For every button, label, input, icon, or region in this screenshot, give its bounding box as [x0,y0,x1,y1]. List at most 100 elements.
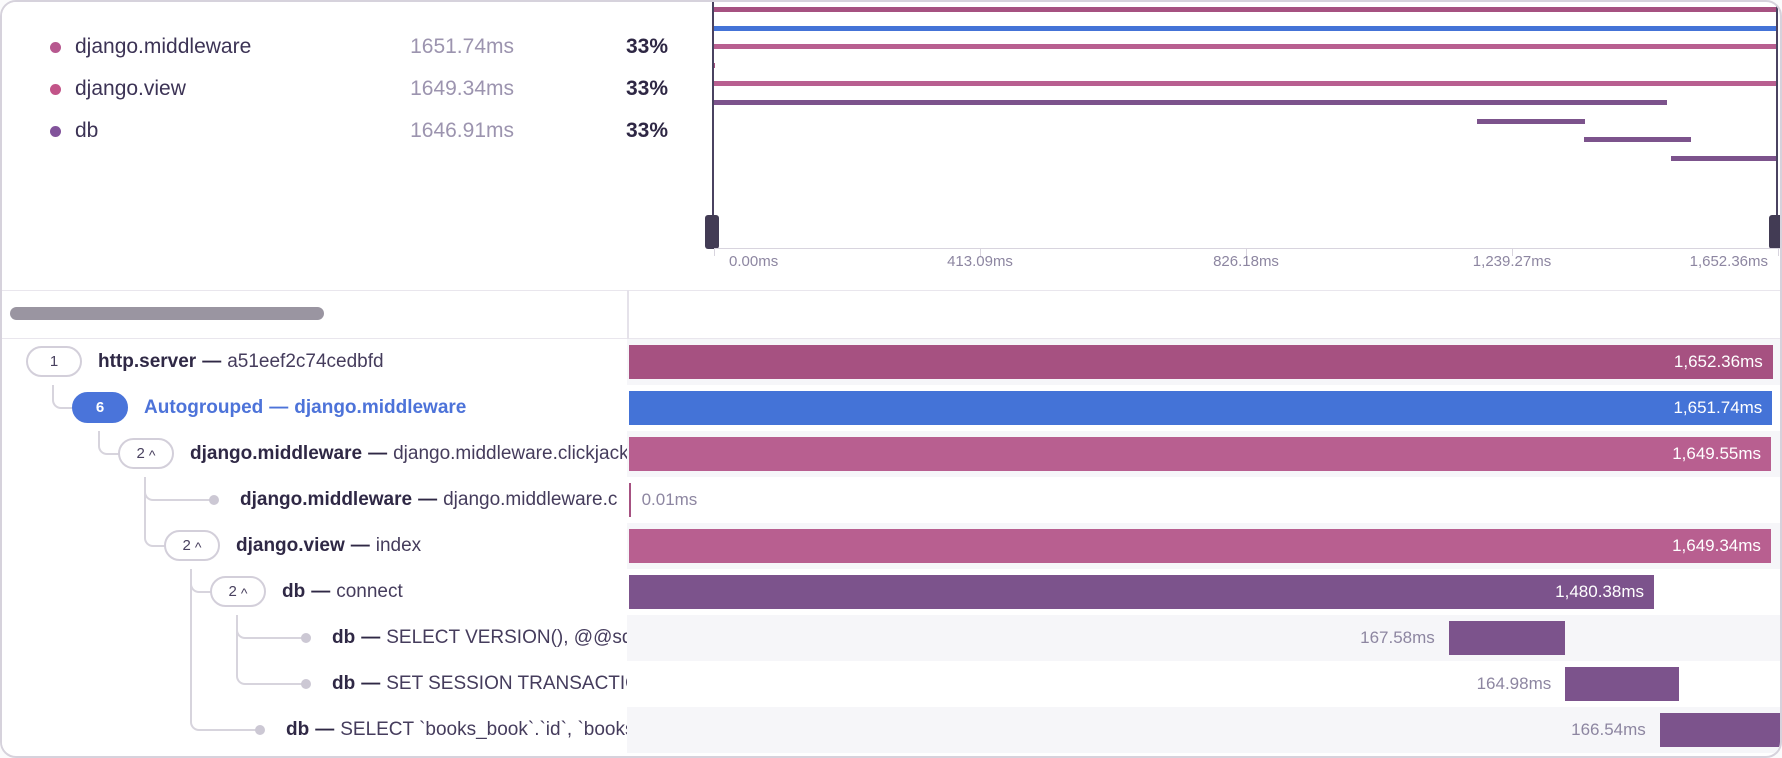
legend-color-dot [50,84,61,95]
tree-connector-elbow [144,523,168,547]
legend-duration-value: 1651.74ms [410,35,514,58]
minimap-right-handle[interactable] [1769,215,1780,249]
leaf-connector-dot [301,633,311,643]
span-text-part: django.middleware [240,489,413,510]
span-row[interactable]: 2 ^ django.middleware — django.middleware.cl… [2,431,1780,477]
legend-row: django.view 1649.34ms 33% [2,68,712,110]
span-text-part: http.server [98,351,197,372]
span-text-part: django.middleware.clickjacking [393,443,627,464]
pill-count: 6 [95,399,105,416]
span-bar-cell: 1,649.55ms [627,431,1780,477]
span-description: db — connect [282,569,403,615]
span-duration-label: 1,480.38ms [1555,582,1645,601]
span-duration-bar[interactable]: 1,651.74ms [629,391,1773,425]
span-row[interactable]: db — SELECT `books_book`.`id`, `books 166.5… [2,707,1780,753]
legend-op-label: db [75,119,99,142]
span-bar-cell: 164.98ms [627,661,1780,707]
span-duration-bar[interactable]: 1,652.36ms [629,345,1773,379]
span-text-part: — [311,581,331,602]
chevron-up-icon: ^ [148,447,156,463]
span-row[interactable]: django.middleware — django.middleware.c 0.0… [2,477,1780,523]
span-row[interactable]: 1 http.server — a51eef2c74cedbfd 1,652.36ms [2,339,1780,385]
tree-connector-line [190,569,192,615]
minimap-spans-canvas[interactable] [714,2,1778,182]
minimap-span-segment [1476,118,1585,124]
chevron-up-icon: ^ [240,585,248,601]
chevron-up-icon: ^ [194,539,202,555]
legend-percent-value: 33% [625,119,668,142]
pill-count: 1 [49,353,59,370]
span-text-part: SELECT VERSION(), @@sql_mode [386,627,627,648]
span-text-part: django.view [236,535,345,556]
expand-collapse-pill[interactable]: 2 ^ [164,530,220,561]
leaf-connector-dot [301,679,311,689]
span-count-pill[interactable]: 6 [72,392,128,423]
minimap-right-bound-line [1776,2,1778,249]
span-text-part: db [332,627,356,648]
span-duration-bar[interactable] [1448,621,1565,655]
span-text-part: — [368,443,388,464]
span-description: http.server — a51eef2c74cedbfd [98,339,384,385]
time-axis-tick [714,248,715,256]
span-text-part: django.middleware [294,397,467,418]
horizontal-scrollbar-thumb[interactable] [10,307,324,320]
span-count-pill[interactable]: 1 [26,346,82,377]
span-duration-label: 1,652.36ms [1673,352,1763,371]
leaf-connector-dot [255,725,265,735]
span-description: django.middleware — django.middleware.c [240,477,617,523]
span-row[interactable]: db—SELECT VERSION(), @@sql_mode 167.58ms [2,615,1780,661]
tree-connector-elbow [190,707,256,731]
span-text-part: django.middleware [190,443,363,464]
span-duration-bar[interactable] [629,483,631,517]
span-row[interactable]: 2 ^ django.view — index 1,649.34ms [2,523,1780,569]
span-row[interactable]: db — SET SESSION TRANSACTION 164.98ms [2,661,1780,707]
minimap-span-segment [714,81,1777,87]
minimap-span-segment [714,62,715,68]
tree-connector-elbow [236,615,302,639]
minimap-span-segment [714,44,1777,50]
time-axis-label: 0.00ms [729,253,779,270]
legend-color-dot [50,42,61,53]
span-tree-cell: 6 Autogrouped — django.middleware [2,385,627,431]
minimap-span-segment [1670,155,1778,161]
time-axis-tick [1246,248,1247,256]
span-text-part: index [375,535,422,556]
span-summary-panel: django.middleware 1651.74ms 33% django.view… [2,2,712,290]
span-bar-cell: 1,649.34ms [627,523,1780,569]
minimap-left-handle[interactable] [705,215,719,249]
span-text-part: — [315,719,335,740]
legend-percent-value: 33% [625,77,668,100]
span-duration-label: 166.54ms [1571,720,1646,739]
span-text-part: — [350,535,370,556]
span-duration-bar[interactable] [1659,713,1780,747]
expand-collapse-pill[interactable]: 2 ^ [210,576,266,607]
span-row[interactable]: 2 ^ db — connect 1,480.38ms [2,569,1780,615]
span-duration-label: 164.98ms [1476,674,1552,693]
legend-row: django.middleware 1651.74ms 33% [2,26,712,68]
tree-connector-elbow [236,661,302,685]
span-tree-cell: 2 ^ django.view — index [2,523,627,569]
span-duration-bar[interactable] [1565,667,1680,701]
time-axis-line [714,248,1780,249]
span-text-part: db [332,673,356,694]
span-text-part: — [202,351,222,372]
span-row[interactable]: 6 Autogrouped — django.middleware 1,651.74ms [2,385,1780,431]
span-duration-bar[interactable]: 1,649.55ms [629,437,1772,471]
legend-duration-value: 1646.91ms [410,119,514,142]
span-tree-cell: db—SELECT VERSION(), @@sql_mode [2,615,627,661]
tree-connector-elbow [52,385,76,409]
legend-row: db 1646.91ms 33% [2,110,712,152]
span-bar-cell: 166.54ms [627,707,1780,753]
pill-count: 2 [136,445,145,462]
span-duration-bar[interactable]: 1,649.34ms [629,529,1771,563]
span-text-part: db [282,581,306,602]
span-duration-bar[interactable]: 1,480.38ms [629,575,1655,609]
legend-op-label: django.middleware [75,35,252,58]
span-tree-cell: 1 http.server — a51eef2c74cedbfd [2,339,627,385]
span-text-part: — [361,673,381,694]
expand-collapse-pill[interactable]: 2 ^ [118,438,174,469]
span-text-part: django.middleware.c [443,489,618,510]
pill-count: 2 [182,537,191,554]
time-axis-tick [1778,248,1779,256]
